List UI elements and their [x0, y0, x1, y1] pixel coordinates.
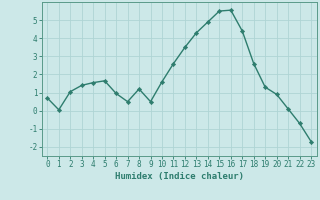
- X-axis label: Humidex (Indice chaleur): Humidex (Indice chaleur): [115, 172, 244, 181]
